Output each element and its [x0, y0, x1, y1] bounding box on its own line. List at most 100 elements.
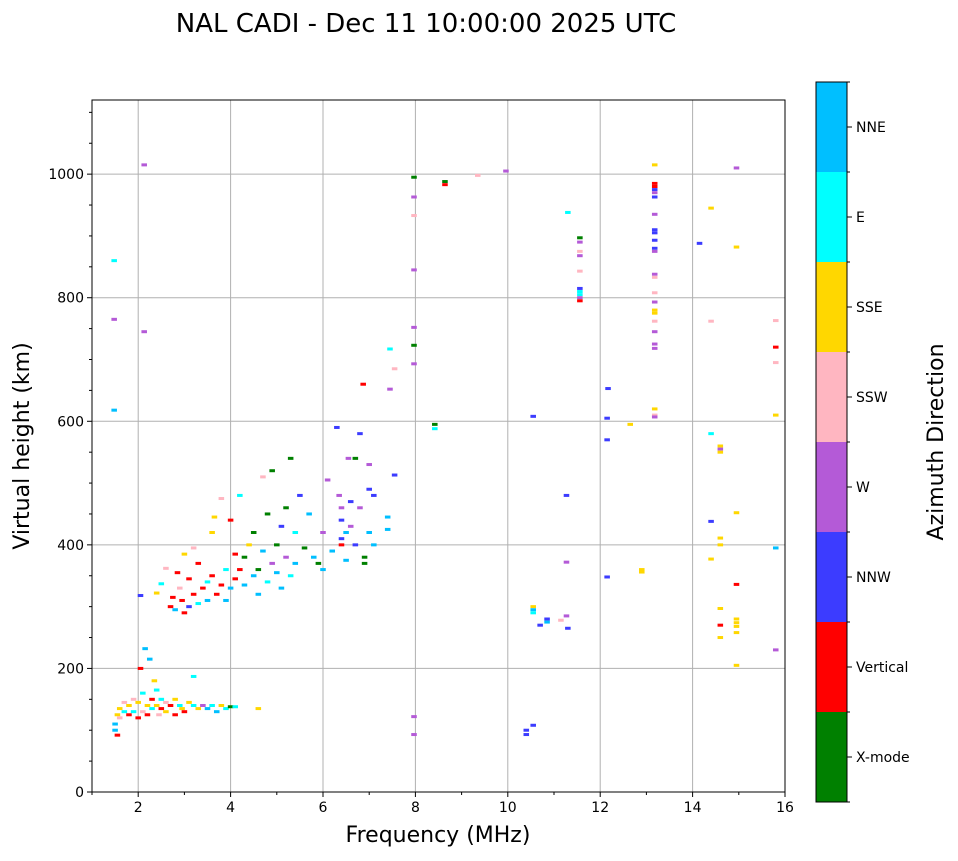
data-point-e — [237, 493, 243, 497]
data-point-nne — [213, 710, 220, 714]
data-point-nnw — [651, 246, 658, 250]
data-point-sse — [153, 704, 160, 707]
data-point-ssw — [177, 586, 183, 590]
data-point-ssw — [772, 319, 779, 323]
data-point-nnw — [565, 626, 571, 630]
data-point-nne — [366, 531, 372, 534]
data-point-x-mode — [442, 180, 448, 184]
x-tick-label: 14 — [684, 800, 702, 816]
data-point-e — [130, 710, 137, 714]
y-axis-label: Virtual height (km) — [10, 342, 35, 549]
data-point-nne — [142, 647, 148, 651]
data-point-nnw — [186, 605, 192, 609]
data-point-vertical — [227, 518, 234, 522]
data-point-sse — [717, 636, 724, 640]
data-point-nne — [255, 592, 262, 596]
data-point-nne — [371, 543, 377, 547]
data-point-nne — [384, 527, 391, 531]
data-point-nnw — [544, 617, 550, 621]
y-axis-ticks: 0 200 400 600 800 1000 — [48, 111, 92, 801]
data-point-e — [153, 688, 160, 692]
data-point-sse — [717, 606, 724, 610]
data-point-vertical — [144, 713, 151, 717]
data-point-nnw — [605, 387, 611, 391]
data-point-nnw — [696, 241, 703, 245]
colorbar-tick-label: NNE — [856, 120, 886, 136]
data-point-w — [503, 169, 509, 173]
data-point-e — [287, 574, 294, 578]
data-point-sse — [733, 631, 740, 635]
data-point-w — [411, 715, 417, 719]
data-point-e — [264, 580, 271, 584]
data-point-vertical — [114, 733, 121, 737]
data-point-sse — [530, 605, 536, 609]
colorbar-tick-label: E — [856, 210, 865, 226]
data-point-e — [223, 568, 229, 572]
colorbar-swatch-sse — [816, 262, 847, 352]
data-point-nnw — [651, 188, 658, 192]
data-point-nnw — [651, 195, 658, 199]
data-point-sse — [153, 591, 160, 595]
data-point-w — [345, 456, 352, 460]
data-point-vertical — [237, 568, 243, 572]
data-point-sse — [163, 710, 169, 714]
data-point-nnw — [347, 500, 354, 504]
data-point-vertical — [577, 299, 583, 303]
data-point-e — [190, 674, 197, 678]
data-point-w — [320, 531, 326, 534]
data-point-w — [651, 272, 658, 276]
data-point-e — [111, 259, 117, 263]
colorbar-swatch-ssw — [816, 352, 847, 442]
data-point-sse — [114, 713, 121, 717]
data-point-ssw — [116, 716, 123, 720]
data-point-vertical — [190, 592, 197, 596]
data-point-w — [651, 300, 658, 304]
data-point-e — [432, 427, 438, 431]
data-point-sse — [639, 570, 645, 574]
data-point-x-mode — [361, 561, 368, 565]
data-point-sse — [733, 245, 740, 249]
data-point-nne — [292, 561, 299, 565]
data-point-vertical — [170, 595, 176, 599]
data-point-sse — [651, 311, 658, 315]
x-tick-label: 4 — [226, 800, 235, 816]
data-point-nnw — [651, 231, 658, 235]
data-point-vertical — [717, 623, 724, 627]
data-point-ssw — [121, 700, 128, 704]
data-point-sse — [116, 707, 123, 711]
data-point-vertical — [218, 583, 225, 587]
data-point-sse — [733, 663, 740, 667]
data-point-nnw — [604, 416, 610, 420]
data-point-nne — [172, 608, 178, 612]
colorbar-tick-label: SSW — [856, 390, 888, 406]
x-tick-label: 10 — [499, 800, 517, 816]
data-point-vertical — [360, 382, 366, 386]
data-point-x-mode — [577, 236, 583, 240]
chart-title: NAL CADI - Dec 11 10:00:00 2025 UTC — [176, 9, 676, 39]
x-axis-label: Frequency (MHz) — [346, 823, 531, 848]
data-point-nnw — [391, 473, 398, 477]
data-point-nne — [241, 583, 248, 587]
data-point-nnw — [357, 432, 363, 436]
data-point-vertical — [232, 552, 238, 556]
data-point-e — [158, 697, 165, 701]
data-point-nne — [227, 586, 234, 590]
data-point-sse — [708, 206, 714, 210]
data-point-vertical — [167, 605, 174, 609]
data-point-vertical — [172, 713, 178, 717]
data-point-nne — [329, 549, 336, 553]
data-point-nne — [544, 620, 550, 624]
data-point-w — [411, 362, 417, 366]
data-point-w — [141, 330, 147, 334]
data-point-x-mode — [227, 705, 234, 709]
data-point-vertical — [733, 582, 740, 586]
data-point-w — [347, 524, 354, 528]
y-tick-label: 800 — [57, 291, 84, 307]
data-point-nnw — [371, 493, 377, 497]
data-point-sse — [708, 557, 714, 561]
data-point-nnw — [651, 228, 658, 232]
colorbar-swatch-nne — [816, 82, 847, 172]
data-point-w — [366, 463, 372, 467]
data-point-vertical — [186, 577, 192, 581]
data-point-vertical — [167, 704, 174, 707]
